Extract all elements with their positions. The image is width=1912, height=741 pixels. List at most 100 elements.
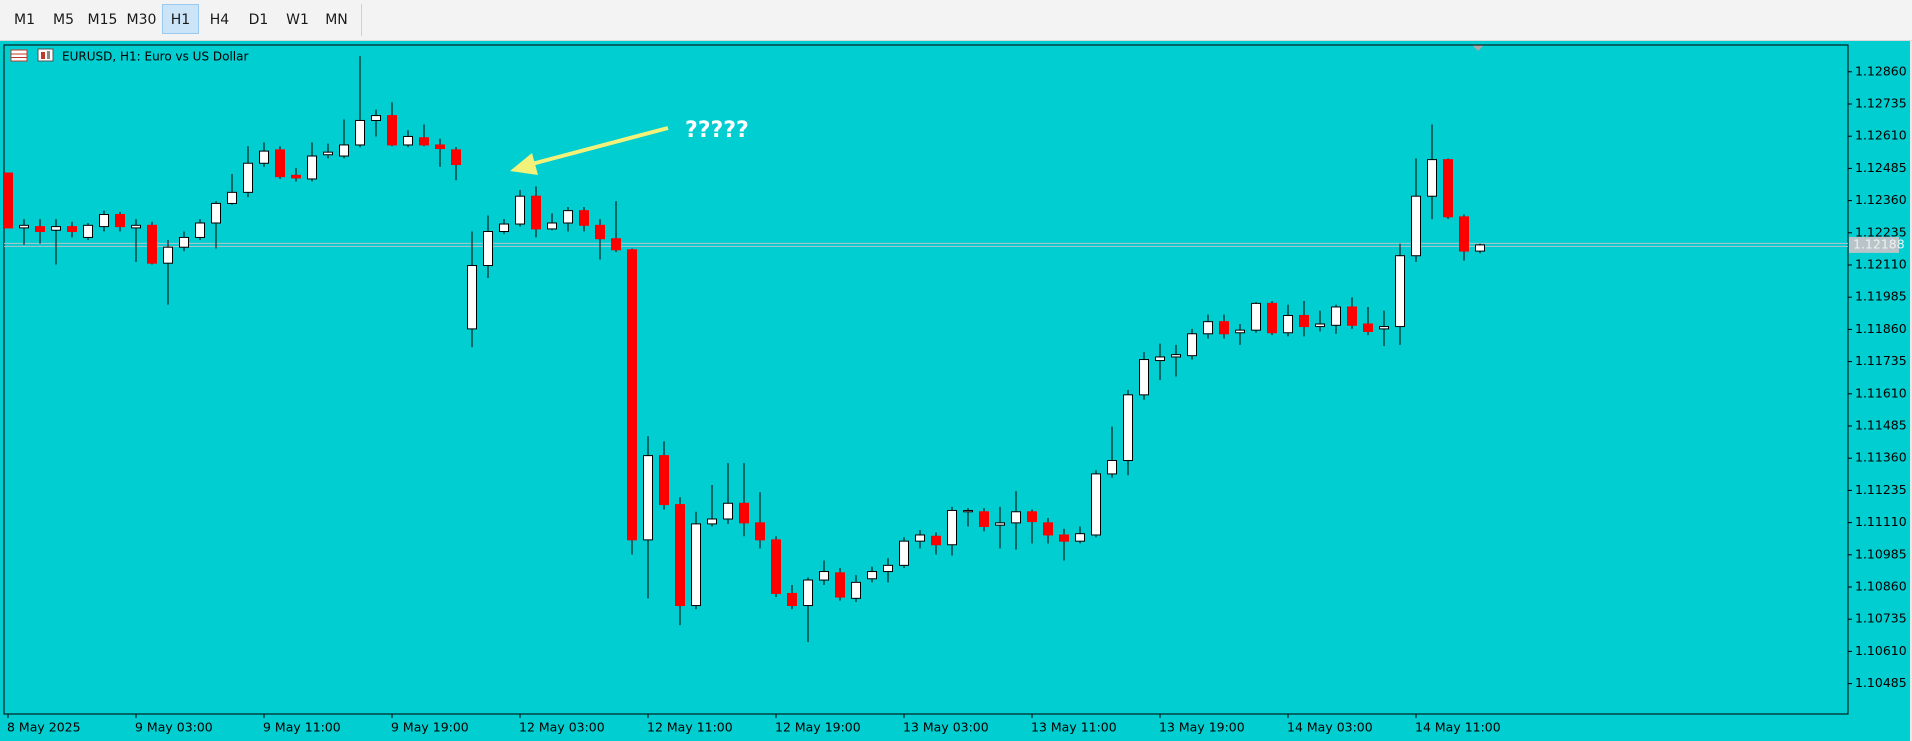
candle-body [835,572,845,598]
timeframe-button[interactable]: D1 [248,12,269,28]
candle-body [563,210,573,224]
candle-body [547,222,557,230]
candle-body [387,115,397,146]
y-tick-label: 1.12110 [1855,256,1907,271]
candle-body [675,504,685,607]
candle-body [323,151,333,156]
candle-body [1267,302,1277,334]
candle-body [19,224,29,229]
candle-body [419,137,429,146]
candle-body [451,149,461,166]
candle-body [1363,323,1373,332]
candle-body [867,571,877,580]
candle-body [627,249,637,541]
candle-body [35,226,45,233]
candle-body [67,226,77,233]
candle-body [51,226,61,231]
timeframe-button[interactable]: H1 [162,4,199,34]
candle-body [963,509,973,513]
x-tick-label: 9 May 19:00 [391,720,469,735]
candle-body [435,144,445,150]
candle-body [995,522,1005,526]
x-tick-label: 9 May 03:00 [135,720,213,735]
annotation-arrow [527,126,669,167]
candle-body [915,534,925,542]
timeframe-button[interactable]: M5 [53,12,74,28]
candle-body [1443,159,1453,218]
y-tick-label: 1.11735 [1855,353,1907,368]
candle-body [307,155,317,180]
x-tick-label: 9 May 11:00 [263,720,341,735]
y-tick-label: 1.12360 [1855,192,1907,207]
timeframe-button[interactable]: M1 [14,12,35,28]
button-group: M1 M5 M15 M30 H1 H4 D1 W1 MN [6,4,362,36]
candle-body [1075,533,1085,542]
timeframe-button[interactable]: M15 [87,12,118,28]
candle-body [531,195,541,230]
x-tick-label: 12 May 11:00 [647,720,733,735]
candle-body [1459,216,1469,252]
candle-body [467,265,477,330]
annotation: ????? [685,118,749,143]
timeframe-button[interactable]: W1 [286,12,309,28]
candle-body [1187,333,1197,357]
y-tick-label: 1.11860 [1855,321,1907,336]
icon [41,52,45,59]
candle-body [291,174,301,179]
chart-background [0,41,1912,741]
candle-body [1283,314,1293,334]
candle-body [723,502,733,520]
candle-body [691,523,701,607]
candle-body [483,231,493,267]
candle-body [227,191,237,204]
x-tick-label: 13 May 03:00 [903,720,989,735]
y-tick-label: 1.10735 [1855,611,1907,626]
current-price-box [1849,236,1899,253]
candle-body [1107,460,1117,475]
candle-body [275,149,285,178]
icon [10,49,28,62]
candle-body [259,150,269,164]
annotation-arrowhead [510,153,538,175]
candle-body [499,223,509,233]
candle-body [755,522,765,541]
candle-body [851,581,861,599]
candle-body [211,202,221,224]
y-tick-label: 1.11360 [1855,450,1907,465]
y-tick-label: 1.11110 [1855,514,1907,529]
timeframe-button[interactable]: H4 [209,12,230,28]
x-tick-label: 13 May 19:00 [1159,720,1245,735]
x-tick-label: 12 May 03:00 [519,720,605,735]
candle-body [707,518,717,525]
timeframe-button[interactable]: MN [325,12,348,28]
candle-body [355,119,365,146]
candle-body [771,539,781,594]
candle-body [1235,329,1245,334]
candle-body [1427,159,1437,197]
y-tick-label: 1.10485 [1855,675,1907,690]
candle-body [611,238,621,251]
candle-body [515,195,525,225]
candle-body [883,564,893,573]
candle-body [739,502,749,524]
candle-body [659,455,669,506]
candle-body [3,172,13,229]
chart-title: EURUSD, H1: Euro vs US Dollar [62,50,248,64]
plot-frame [3,44,1849,715]
icon [47,51,50,59]
edge [1910,41,1912,741]
candle-body [1027,511,1037,523]
x-tick-label: 8 May 2025 [7,720,81,735]
candle-body [1251,302,1261,331]
x-tick-label: 12 May 19:00 [775,720,861,735]
candle-body [899,540,909,566]
chart: EURUSD, H1: Euro vs US Dollar 1.12860 1.1… [0,41,1912,741]
candle-body [1171,354,1181,358]
y-tick-label: 1.12735 [1855,95,1907,110]
candle-body [1011,511,1021,524]
candle-body [339,144,349,157]
icon [37,48,54,62]
timeframe-button[interactable]: M30 [126,12,157,28]
candle-body [1219,321,1229,335]
